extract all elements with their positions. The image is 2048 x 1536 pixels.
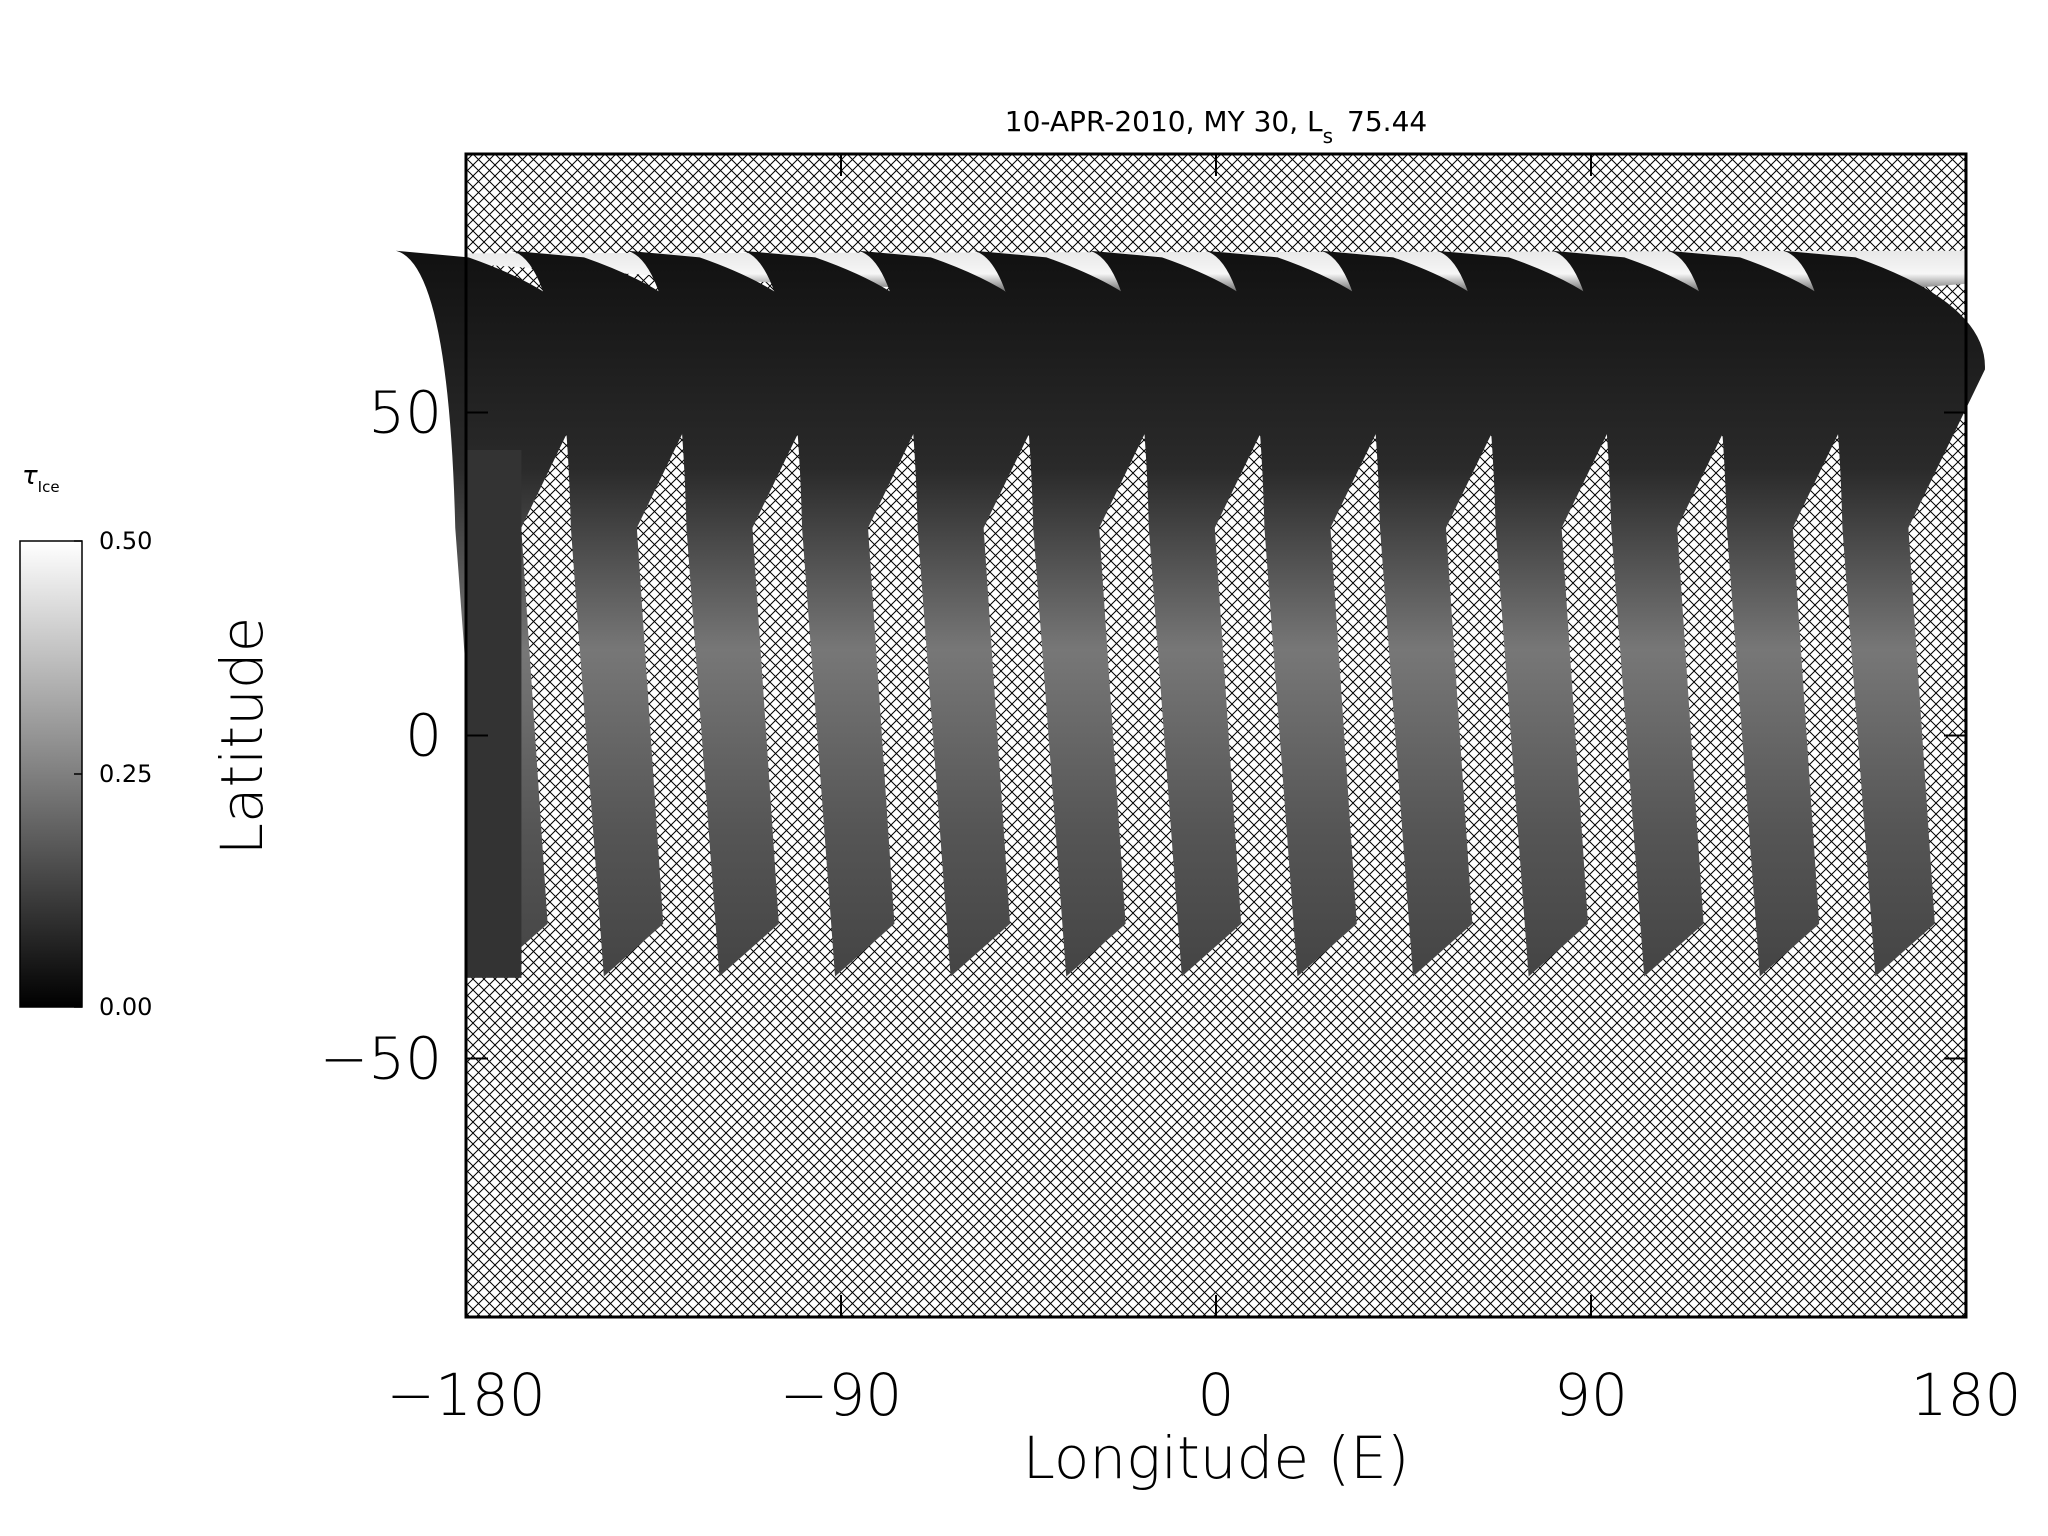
colorbar-subscript: Ice <box>38 478 60 496</box>
x-axis-label: Longitude (E) <box>1023 1424 1410 1492</box>
x-tick-label: −180 <box>386 1361 545 1429</box>
swath <box>1783 250 1985 977</box>
colorbar-label: τIce <box>22 461 60 496</box>
x-tick-label: 90 <box>1554 1361 1628 1429</box>
colorbar-tick-label: 0.25 <box>99 760 152 788</box>
colorbar-tick-label: 0.50 <box>99 527 152 555</box>
swath <box>627 250 830 977</box>
swath <box>1551 250 1754 977</box>
colorbar-tick-label: 0.00 <box>99 993 152 1021</box>
chart-title: 10-APR-2010, MY 30, Ls 75.44 <box>1005 105 1427 148</box>
y-tick-label: 50 <box>368 378 442 446</box>
swath <box>511 250 714 977</box>
title-suffix: 75.44 <box>1347 105 1427 138</box>
title-subscript: s <box>1323 124 1333 148</box>
swath <box>1205 250 1407 977</box>
x-tick-label: 0 <box>1198 1361 1235 1429</box>
swath <box>1089 250 1292 977</box>
swath <box>1667 250 1870 977</box>
colorbar <box>19 540 83 1008</box>
colorbar-symbol: τ <box>22 461 38 491</box>
swath <box>1436 250 1639 977</box>
x-tick-label: −90 <box>780 1361 902 1429</box>
swath <box>742 250 945 977</box>
y-tick-label: 0 <box>405 702 442 770</box>
partial-swath <box>466 449 522 978</box>
y-axis-label: Latitude <box>208 617 276 856</box>
swath <box>1320 250 1523 977</box>
y-tick-label: −50 <box>320 1025 442 1093</box>
swath <box>858 250 1061 977</box>
x-tick-label: 180 <box>1911 1361 2022 1429</box>
title-text: 10-APR-2010, MY 30, L <box>1005 105 1323 138</box>
map-plot <box>395 154 1985 1317</box>
swath <box>973 250 1176 977</box>
